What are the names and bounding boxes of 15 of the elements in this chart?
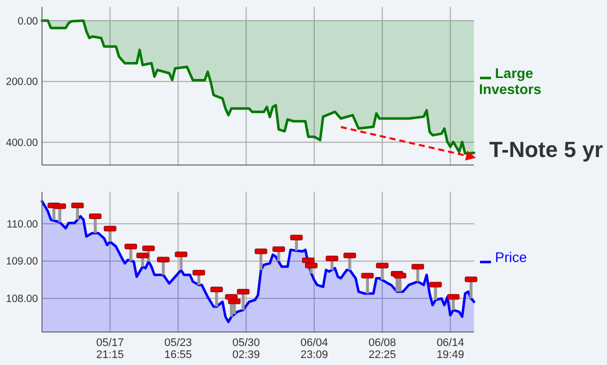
x-tick-label: 06/08 22:25: [368, 337, 396, 361]
text: T-Note 5 yr: [489, 137, 604, 162]
x-tick-label: 05/17 21:15: [96, 337, 124, 361]
x-tick-label: 05/30 02:39: [232, 337, 260, 361]
y-tick-label: 200.00: [6, 76, 38, 88]
x-tick-label: 06/04 23:09: [300, 337, 328, 361]
legend-label: Large Investors: [479, 65, 542, 97]
x-tick-label: 06/14 19:49: [436, 337, 464, 361]
y-tick-label: 109.00: [6, 256, 38, 268]
x-tick-label: 05/23 16:55: [164, 337, 192, 361]
y-tick-label: 108.00: [6, 293, 38, 306]
legend-label: Price: [495, 249, 528, 265]
y-tick-label: 0.00: [18, 15, 38, 28]
y-tick-label: 400.00: [6, 136, 38, 149]
y-tick-label: 110.00: [6, 218, 38, 230]
